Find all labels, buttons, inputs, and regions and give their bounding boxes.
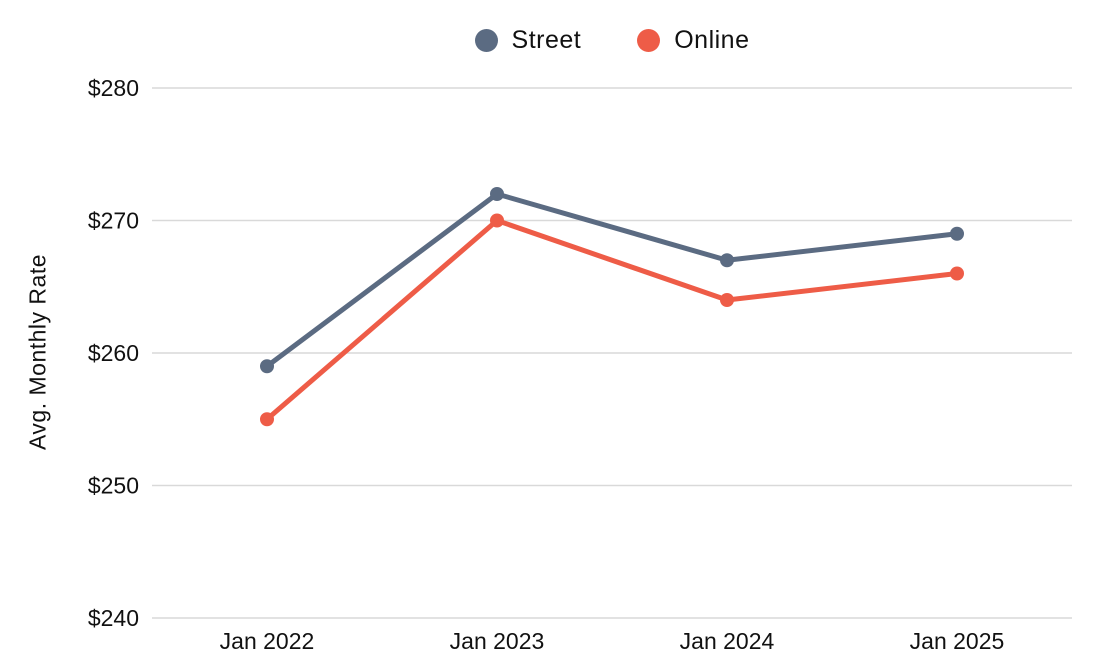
data-point-street <box>950 226 964 241</box>
legend-label-street: Street <box>511 26 582 54</box>
y-tick-label: $280 <box>88 75 139 101</box>
y-tick-label: $270 <box>88 208 139 234</box>
series-line-street <box>264 191 960 369</box>
x-tick-label: Jan 2024 <box>680 628 775 654</box>
legend-label-online: Online <box>674 26 750 54</box>
data-point-online <box>260 412 274 427</box>
chart-legend: Street Online <box>152 26 1072 55</box>
data-point-street <box>720 253 734 268</box>
legend-item-online[interactable]: Online <box>637 26 749 55</box>
x-tick-label: Jan 2022 <box>220 628 315 654</box>
online-series-dot-icon <box>637 29 661 52</box>
data-point-online <box>950 266 964 281</box>
data-point-street <box>490 187 504 201</box>
x-tick-label: Jan 2025 <box>910 628 1005 654</box>
y-tick-label: $250 <box>88 473 139 499</box>
y-tick-label: $240 <box>88 605 139 631</box>
data-point-street <box>260 359 274 374</box>
x-tick-label: Jan 2023 <box>450 628 545 654</box>
y-tick-label: $260 <box>88 340 139 366</box>
legend-item-street[interactable]: Street <box>474 26 582 55</box>
data-point-online <box>490 213 504 228</box>
street-series-dot-icon <box>474 29 498 52</box>
data-point-online <box>720 293 734 307</box>
series-line-online <box>264 218 960 422</box>
